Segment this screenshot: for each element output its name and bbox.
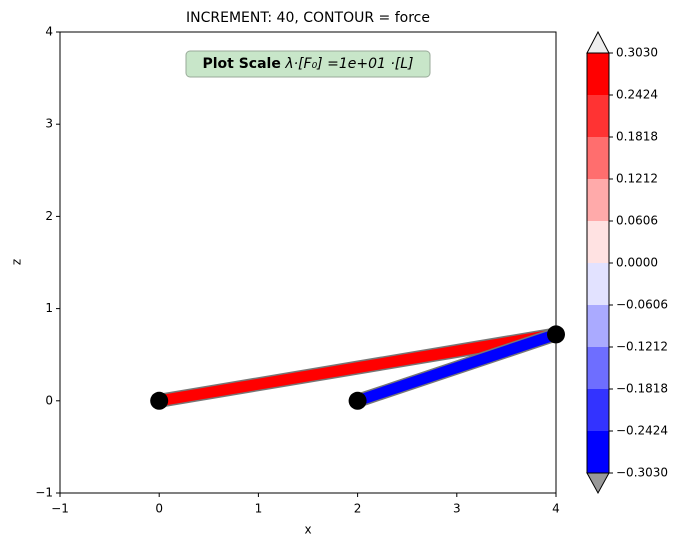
y-tick-label: 1: [45, 301, 53, 315]
colorbar-tick-label: 0.0606: [616, 214, 658, 228]
y-tick-label: −1: [35, 486, 53, 500]
annotation-bold: Plot Scale: [202, 56, 280, 72]
colorbar-bin: [587, 389, 609, 431]
x-axis-label: x: [304, 523, 311, 537]
colorbar-tick-label: −0.2424: [616, 424, 668, 438]
colorbar-bin: [587, 221, 609, 263]
element: [355, 329, 558, 407]
x-tick-label: 4: [552, 502, 560, 516]
chart-title: INCREMENT: 40, CONTOUR = force: [186, 10, 430, 26]
colorbar-bin: [587, 137, 609, 179]
colorbar-tick-label: 0.2424: [616, 88, 658, 102]
y-tick-label: 2: [45, 209, 53, 223]
annotation-text: λ·[F₀] =1e+01 ·[L]: [284, 56, 413, 72]
y-tick-label: 3: [45, 117, 53, 131]
colorbar-bin: [587, 347, 609, 389]
colorbar-tick-label: 0.1818: [616, 130, 658, 144]
colorbar: −0.3030 −0.2424 −0.1818 −0.1212 −0.0606 0.000…: [586, 30, 668, 495]
colorbar-over: [586, 30, 610, 54]
x-tick-label: 0: [155, 502, 163, 516]
colorbar-bin: [587, 431, 609, 473]
colorbar-bin: [587, 179, 609, 221]
y-tick-label: 0: [45, 393, 53, 407]
node: [348, 391, 367, 410]
colorbar-under: [586, 472, 610, 495]
colorbar-tick-label: 0.1212: [616, 172, 658, 186]
colorbar-tick-label: 0.0000: [616, 256, 658, 270]
annotation: Plot Scale λ·[F₀] =1e+01 ·[L]: [202, 56, 413, 72]
annotation-box: [185, 50, 431, 78]
colorbar-bin: [587, 305, 609, 347]
colorbar-tick-label: −0.3030: [616, 466, 668, 480]
x-tick-label: 2: [354, 502, 362, 516]
element: [158, 328, 557, 407]
plot-layer: [150, 325, 565, 410]
colorbar-bin: [587, 263, 609, 305]
plot-area: [60, 32, 556, 493]
colorbar-tick-label: −0.1212: [616, 340, 668, 354]
y-tick-label: 4: [45, 25, 53, 39]
x-tick-label: 3: [453, 502, 461, 516]
colorbar-bin: [587, 53, 609, 95]
colorbar-bin: [587, 95, 609, 137]
colorbar-tick-label: −0.1818: [616, 382, 668, 396]
node: [150, 391, 169, 410]
colorbar-tick-label: −0.0606: [616, 298, 668, 312]
x-tick-label: 1: [255, 502, 263, 516]
x-tick-label: −1: [51, 502, 69, 516]
colorbar-tick-label: 0.3030: [616, 46, 658, 60]
axes-frame: [59, 31, 557, 494]
y-axis-label: z: [10, 259, 24, 265]
